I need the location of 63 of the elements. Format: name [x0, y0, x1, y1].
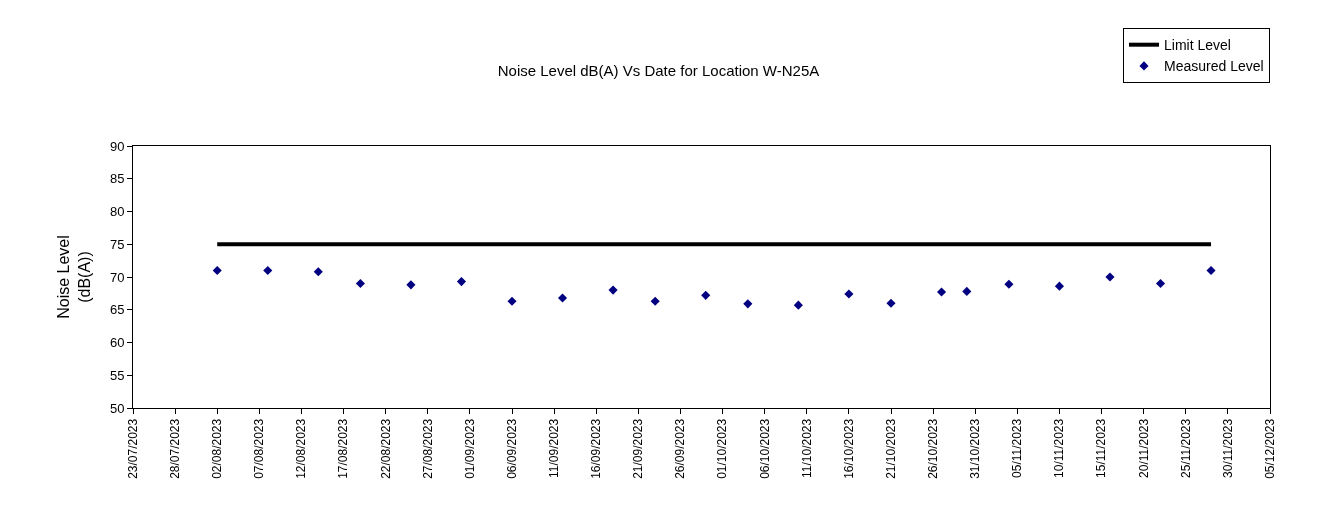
point	[263, 265, 273, 275]
x-tick-label: 25/11/2023	[1178, 418, 1193, 478]
point	[844, 289, 854, 299]
chart-title: Noise Level dB(A) Vs Date for Location W-N25A	[497, 62, 820, 80]
x-tick-label: 01/09/2023	[462, 418, 477, 479]
point	[650, 296, 660, 306]
point	[313, 267, 323, 277]
x-tick-label: 31/10/2023	[968, 418, 983, 479]
point	[1155, 279, 1166, 289]
point	[1004, 279, 1014, 289]
point	[212, 265, 222, 275]
point	[1105, 272, 1115, 282]
point	[557, 293, 568, 303]
point	[743, 299, 753, 309]
point	[355, 279, 365, 289]
legend-label: Limit Level	[1164, 37, 1231, 54]
x-tick-label: 26/10/2023	[926, 418, 941, 479]
x-tick-label: 23/07/2023	[125, 418, 140, 479]
x-tick-label: 27/08/2023	[420, 418, 435, 479]
x-tick-label: 16/09/2023	[589, 418, 604, 479]
point	[456, 277, 467, 287]
y-tick-label: 50	[109, 400, 125, 416]
point	[793, 300, 803, 310]
x-tick-label: 21/10/2023	[883, 418, 898, 479]
point	[608, 285, 618, 295]
x-tick-label: 11/10/2023	[799, 418, 814, 478]
y-tick-label: 55	[109, 367, 125, 383]
x-tick-label: 05/11/2023	[1010, 418, 1025, 478]
legend-label: Measured Level	[1164, 58, 1264, 75]
point	[701, 290, 711, 300]
x-tick-label: 28/07/2023	[168, 418, 183, 479]
y-tick-label: 60	[109, 335, 125, 351]
y-tick-label: 65	[109, 302, 125, 318]
point	[936, 287, 947, 297]
x-tick-label: 07/08/2023	[252, 418, 267, 479]
x-tick-label: 26/09/2023	[673, 418, 688, 479]
y-tick-label: 80	[109, 204, 125, 220]
x-tick-label: 30/11/2023	[1220, 418, 1235, 478]
point	[406, 280, 416, 290]
x-tick-label: 22/08/2023	[378, 418, 393, 479]
point	[507, 296, 517, 306]
y-axis-title: Noise Level (dB(A))	[55, 235, 93, 319]
point	[1054, 281, 1064, 291]
x-tick-label: 10/11/2023	[1052, 418, 1067, 478]
x-tick-label: 06/10/2023	[757, 418, 772, 479]
x-tick-label: 20/11/2023	[1136, 418, 1151, 478]
x-tick-label: 06/09/2023	[504, 418, 519, 479]
y-tick-label: 75	[109, 236, 125, 252]
y-tick-label: 90	[109, 138, 125, 154]
y-tick-label: 85	[109, 171, 125, 187]
x-tick-label: 05/12/2023	[1262, 418, 1277, 479]
y-tick-label: 70	[109, 269, 125, 285]
x-tick-label: 21/09/2023	[631, 418, 646, 479]
x-tick-label: 11/09/2023	[547, 418, 562, 478]
point	[962, 286, 972, 296]
x-tick-label: 01/10/2023	[715, 418, 730, 479]
x-tick-label: 15/11/2023	[1094, 418, 1109, 478]
point	[886, 298, 896, 308]
x-tick-label: 17/08/2023	[336, 418, 351, 479]
x-tick-label: 12/08/2023	[294, 418, 309, 479]
x-tick-label: 02/08/2023	[210, 418, 225, 479]
x-tick-label: 16/10/2023	[841, 418, 856, 479]
point	[1206, 265, 1216, 275]
